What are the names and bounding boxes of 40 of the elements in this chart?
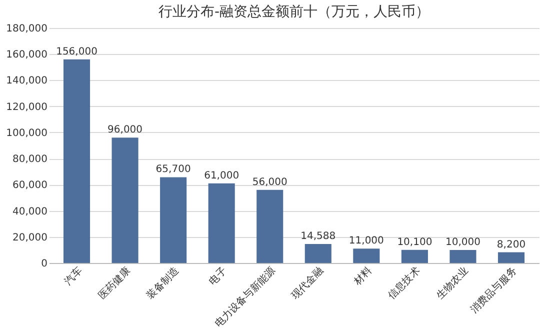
bar — [401, 250, 428, 263]
y-tick-label: 20,000 — [12, 232, 48, 244]
y-tick-label: 0 — [41, 258, 48, 270]
x-tick-label: 生物农业 — [434, 264, 471, 302]
y-tick-label: 180,000 — [6, 24, 48, 34]
x-tick-label: 现代金融 — [289, 264, 326, 302]
bar — [63, 59, 90, 263]
data-label: 10,000 — [445, 236, 480, 248]
bar — [498, 252, 525, 263]
bar — [353, 248, 380, 263]
bar — [112, 138, 138, 263]
data-label: 65,700 — [156, 164, 191, 176]
bar — [208, 183, 235, 263]
y-tick-label: 100,000 — [6, 128, 48, 139]
y-tick-label: 60,000 — [12, 180, 48, 192]
chart-title: 行业分布-融资总金额前十（万元，人民币） — [158, 4, 430, 20]
x-tick-label: 电子 — [206, 264, 230, 288]
x-tick-label: 汽车 — [62, 264, 85, 288]
data-label: 10,100 — [397, 236, 432, 248]
y-tick-label: 120,000 — [6, 102, 48, 113]
data-label: 14,588 — [300, 230, 336, 242]
bar — [256, 190, 284, 263]
data-label: 156,000 — [56, 46, 98, 58]
data-label: 56,000 — [252, 176, 288, 188]
bar — [304, 244, 332, 263]
bar — [450, 250, 476, 263]
data-label: 11,000 — [348, 236, 384, 247]
x-tick-label: 装备制造 — [144, 264, 182, 302]
y-tick-label: 40,000 — [12, 206, 48, 218]
x-tick-label: 材料 — [350, 264, 374, 288]
data-label: 96,000 — [108, 124, 143, 136]
y-tick-label: 140,000 — [6, 76, 48, 87]
y-tick-label: 80,000 — [12, 154, 48, 166]
y-tick-label: 160,000 — [6, 50, 48, 61]
x-tick-label: 信息技术 — [386, 264, 422, 302]
x-tick-label: 医药健康 — [96, 264, 133, 302]
x-tick-label: 消费品与服务 — [468, 264, 520, 316]
data-label: 61,000 — [204, 170, 240, 182]
bar — [160, 177, 187, 263]
data-label: 8,200 — [496, 239, 526, 250]
